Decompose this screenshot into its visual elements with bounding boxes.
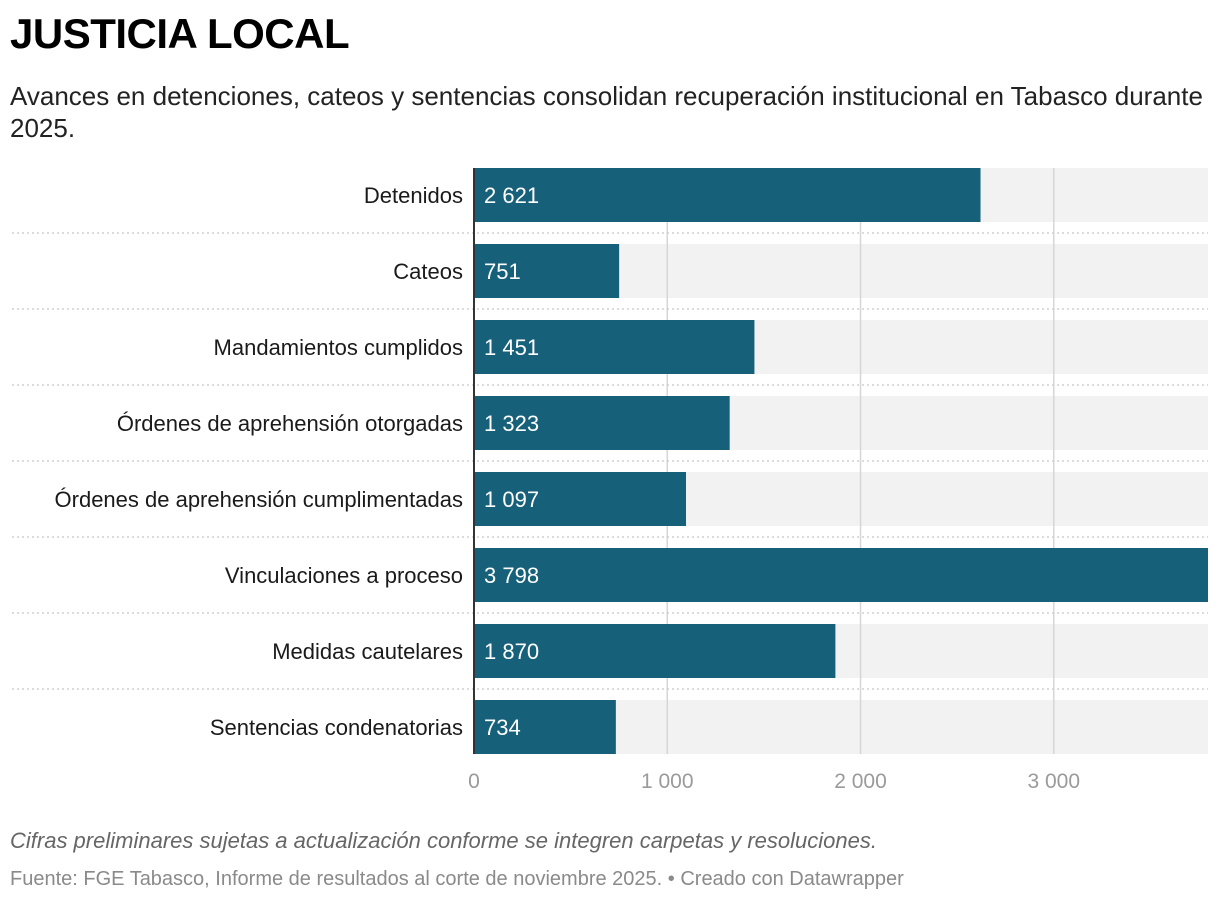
bar bbox=[474, 700, 616, 754]
source-text: Fuente: FGE Tabasco, Informe de resultad… bbox=[10, 868, 663, 890]
chart-footer: Fuente: FGE Tabasco, Informe de resultad… bbox=[10, 868, 904, 891]
category-label: Sentencias condenatorias bbox=[210, 715, 463, 740]
category-label: Órdenes de aprehensión cumplimentadas bbox=[55, 487, 463, 512]
category-label: Mandamientos cumplidos bbox=[214, 335, 463, 360]
chart-notes: Cifras preliminares sujetas a actualizac… bbox=[10, 828, 877, 853]
x-tick-label: 3 000 bbox=[1027, 770, 1080, 793]
value-label: 1 870 bbox=[484, 639, 539, 664]
value-label: 2 621 bbox=[484, 183, 539, 208]
category-label: Medidas cautelares bbox=[272, 639, 463, 664]
bar bbox=[474, 624, 836, 678]
category-label: Detenidos bbox=[364, 183, 463, 208]
bar bbox=[474, 396, 730, 450]
bar bbox=[474, 168, 981, 222]
x-tick-label: 2 000 bbox=[834, 770, 887, 793]
credit-link[interactable]: • Creado con Datawrapper bbox=[662, 868, 904, 890]
value-label: 1 323 bbox=[484, 411, 539, 436]
category-label: Órdenes de aprehensión otorgadas bbox=[117, 411, 463, 436]
chart-title: JUSTICIA LOCAL bbox=[10, 10, 350, 57]
category-label: Cateos bbox=[393, 259, 463, 284]
value-label: 1 097 bbox=[484, 487, 539, 512]
x-tick-label: 0 bbox=[468, 770, 480, 793]
value-label: 734 bbox=[484, 715, 521, 740]
bar bbox=[474, 320, 755, 374]
value-label: 1 451 bbox=[484, 335, 539, 360]
chart-subtitle: Avances en detenciones, cateos y sentenc… bbox=[10, 81, 1203, 143]
bar bbox=[474, 472, 687, 526]
bar bbox=[474, 244, 620, 298]
value-label: 751 bbox=[484, 259, 521, 284]
category-label: Vinculaciones a proceso bbox=[225, 563, 463, 588]
bar bbox=[474, 548, 1208, 602]
x-tick-label: 1 000 bbox=[641, 770, 694, 793]
value-label: 3 798 bbox=[484, 563, 539, 588]
